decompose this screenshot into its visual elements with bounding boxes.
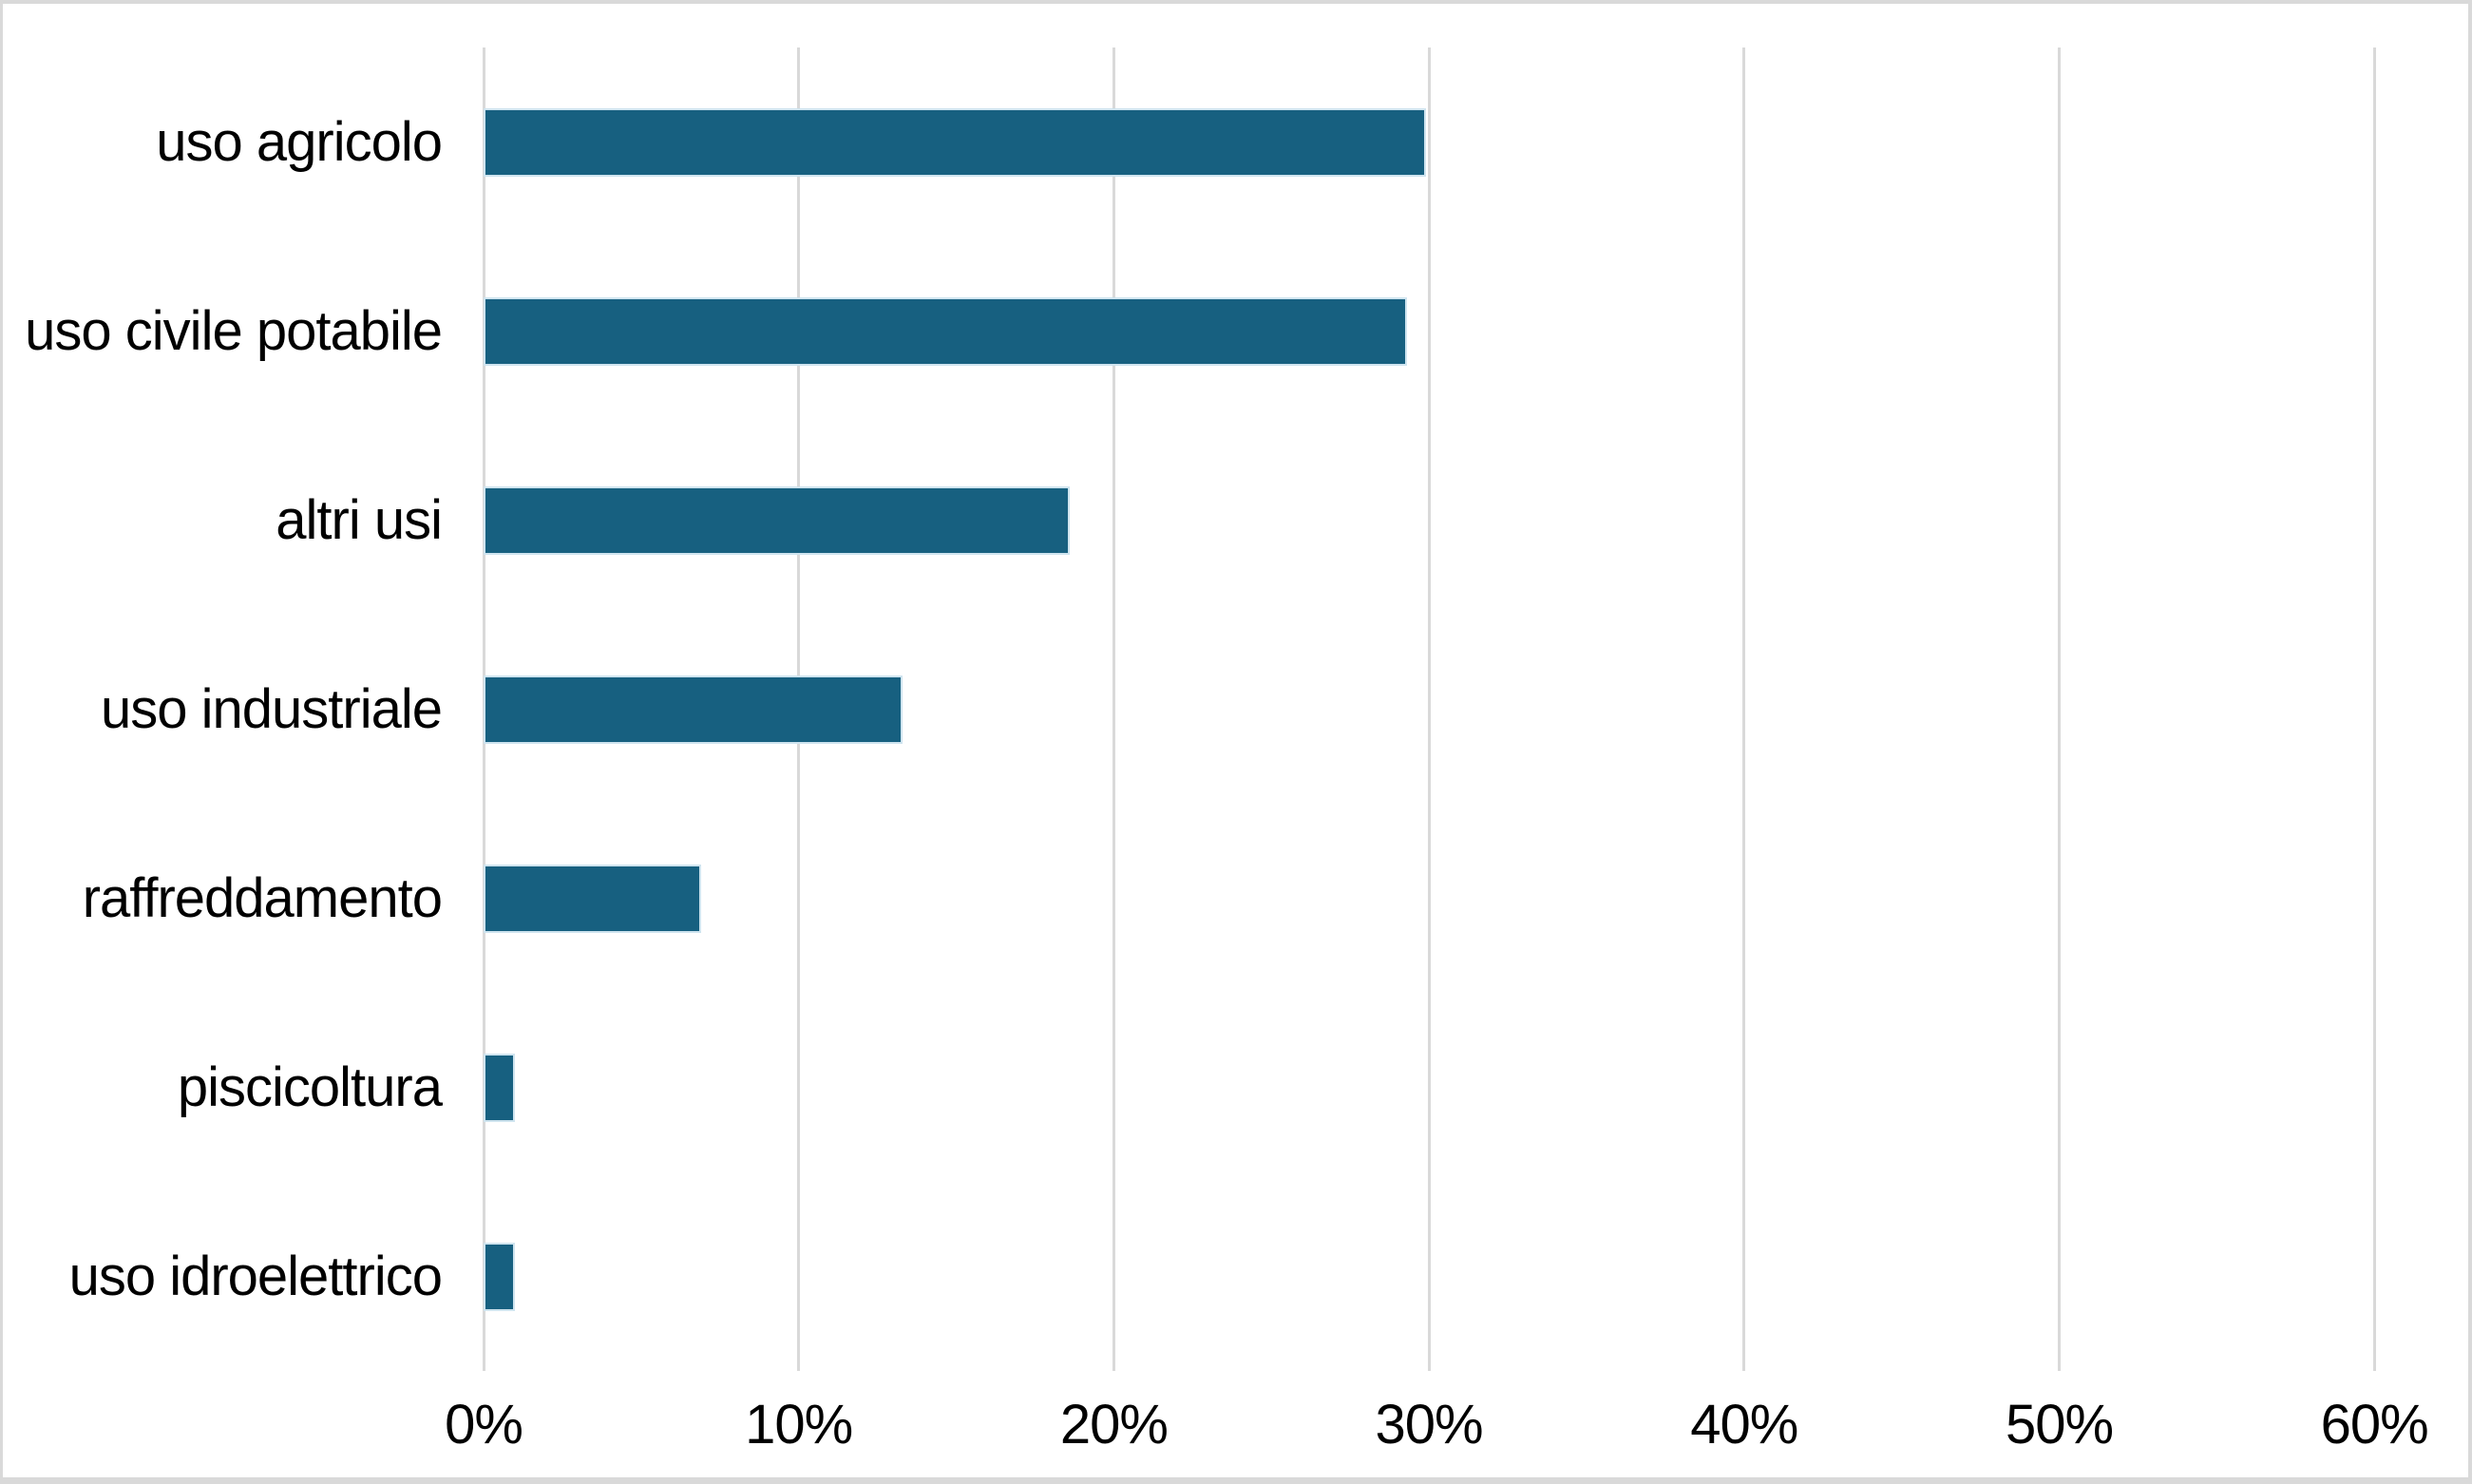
gridline-20pct — [1112, 48, 1115, 1371]
x-axis-tick-label: 10% — [745, 1394, 853, 1455]
category-label: uso agricolo — [156, 110, 443, 173]
category-label: uso civile potabile — [25, 299, 443, 362]
bar — [484, 864, 701, 933]
x-axis-tick-label: 50% — [2005, 1394, 2114, 1455]
bar — [484, 1053, 516, 1122]
bar — [484, 107, 1426, 177]
x-axis-tick-label: 40% — [1690, 1394, 1798, 1455]
x-axis-tick-label: 30% — [1375, 1394, 1484, 1455]
gridline-40pct — [1742, 48, 1746, 1371]
x-axis-tick-label: 20% — [1059, 1394, 1169, 1455]
category-label: uso industriale — [101, 677, 443, 740]
x-axis-tick-label: 60% — [2320, 1394, 2429, 1455]
gridline-50pct — [2058, 48, 2061, 1371]
bar — [484, 1242, 516, 1311]
category-label: uso idroelettrico — [68, 1245, 443, 1307]
bar — [484, 675, 903, 744]
bar — [484, 296, 1407, 366]
category-label: altri usi — [276, 488, 443, 551]
gridline-60pct — [2372, 48, 2376, 1371]
category-label: piscicoltura — [177, 1056, 443, 1118]
gridline-30pct — [1427, 48, 1431, 1371]
bar — [484, 485, 1070, 555]
category-label: raffreddamento — [82, 866, 443, 929]
x-axis-tick-label: 0% — [445, 1394, 523, 1455]
